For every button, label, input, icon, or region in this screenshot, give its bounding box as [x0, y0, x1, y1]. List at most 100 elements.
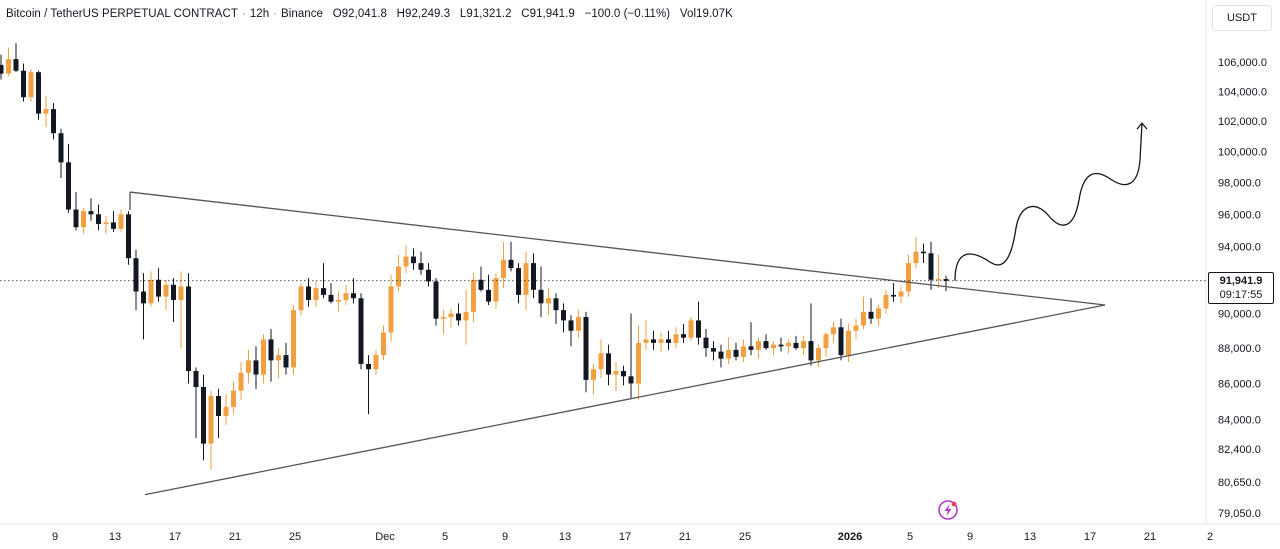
candle-body	[163, 284, 169, 297]
candle	[921, 243, 926, 264]
candle	[658, 332, 664, 352]
candle-body	[411, 256, 416, 264]
x-tick-label: 13	[1024, 531, 1036, 543]
candle-body	[276, 355, 281, 361]
candle	[0, 54, 4, 80]
candle	[276, 348, 281, 379]
candle	[418, 251, 424, 275]
candle	[703, 329, 709, 357]
candle	[246, 349, 251, 384]
candle	[103, 215, 109, 234]
x-tick-label: 25	[739, 531, 751, 543]
candle	[628, 313, 634, 398]
candle	[261, 334, 266, 384]
candle	[321, 263, 326, 299]
candle	[81, 207, 86, 234]
candle	[523, 251, 529, 311]
candle-body	[396, 266, 401, 287]
candle-body	[823, 334, 829, 349]
candle	[681, 323, 686, 343]
candle	[688, 316, 694, 342]
candle	[531, 253, 536, 299]
candle	[88, 198, 94, 221]
y-tick-label: 82,400.0	[1218, 444, 1261, 456]
candle	[651, 330, 656, 350]
candle	[471, 273, 476, 323]
candle-body	[351, 293, 356, 299]
candle-body	[598, 353, 604, 370]
candle	[193, 367, 199, 439]
candle-body	[508, 259, 514, 269]
currency-button[interactable]: USDT	[1212, 5, 1272, 31]
candle-body	[66, 162, 71, 210]
candle-body	[921, 251, 926, 254]
bar-countdown: 09:17:55	[1219, 289, 1263, 301]
candle-body	[568, 320, 574, 331]
candle-body	[96, 214, 101, 224]
x-tick-label: 2026	[838, 531, 862, 543]
candle-body	[36, 72, 41, 114]
candle	[613, 362, 619, 391]
candle-body	[471, 279, 476, 312]
candle-body	[666, 339, 671, 343]
candle-body	[591, 369, 596, 380]
candle-body	[261, 339, 266, 375]
candle	[478, 266, 484, 292]
candle	[711, 341, 716, 361]
candle	[388, 274, 394, 342]
y-tick-label: 80,650.0	[1218, 477, 1261, 489]
candle-body	[576, 316, 581, 331]
candle-body	[81, 211, 86, 228]
candle	[6, 47, 11, 77]
candle	[486, 274, 491, 306]
x-tick-label: 5	[907, 531, 913, 543]
candle-body	[268, 339, 274, 361]
candle	[441, 310, 446, 335]
candle	[508, 241, 514, 272]
y-tick-label: 90,000.0	[1218, 309, 1261, 321]
candle	[928, 241, 934, 290]
candle-body	[463, 311, 469, 321]
candle	[696, 301, 701, 345]
candle-body	[891, 294, 896, 297]
candle-body	[898, 291, 904, 297]
lightning-pulse-icon[interactable]	[937, 499, 959, 521]
candle	[591, 363, 596, 395]
y-tick-label: 79,050.0	[1218, 508, 1261, 520]
open-value: 92,041.8	[341, 8, 387, 20]
candle	[501, 241, 506, 289]
candle-body	[943, 279, 949, 281]
candle-body	[561, 310, 566, 321]
candle-body	[793, 342, 799, 349]
candle	[141, 273, 146, 340]
candle-body	[73, 209, 79, 228]
candle	[636, 325, 641, 400]
candle	[96, 204, 101, 231]
candle	[178, 271, 184, 349]
price-axis[interactable]: 106,000.0 104,000.0 102,000.0 100,000.0 98,0…	[0, 0, 1280, 525]
candle	[171, 278, 176, 323]
candle-body	[381, 332, 386, 356]
candle	[778, 337, 784, 352]
candle-body	[726, 349, 731, 359]
candle-body	[21, 70, 26, 98]
candle-body	[643, 339, 649, 343]
candle	[793, 335, 799, 350]
drawing-layer	[0, 122, 1206, 496]
candle	[253, 346, 259, 389]
interval-label: 12h	[249, 8, 270, 20]
y-tick-label: 100,000.0	[1218, 147, 1267, 159]
candles-layer	[0, 43, 949, 470]
candle	[343, 284, 349, 306]
candle-body	[628, 376, 634, 384]
low-label: L	[459, 8, 467, 20]
symbol-legend[interactable]: Bitcoin / TetherUS PERPETUAL CONTRACT · 12…	[6, 8, 733, 20]
candle-body	[516, 268, 521, 295]
candle-body	[313, 288, 319, 300]
candle	[553, 293, 559, 324]
time-axis[interactable]: 9 13 17 21 25 Dec 5 9 13 17 21 25 2026 5 9 13 17 21 2	[52, 531, 1213, 543]
symbol-name[interactable]: Bitcoin / TetherUS PERPETUAL CONTRACT	[6, 8, 238, 20]
candle-body	[171, 284, 176, 300]
candle	[546, 288, 551, 316]
